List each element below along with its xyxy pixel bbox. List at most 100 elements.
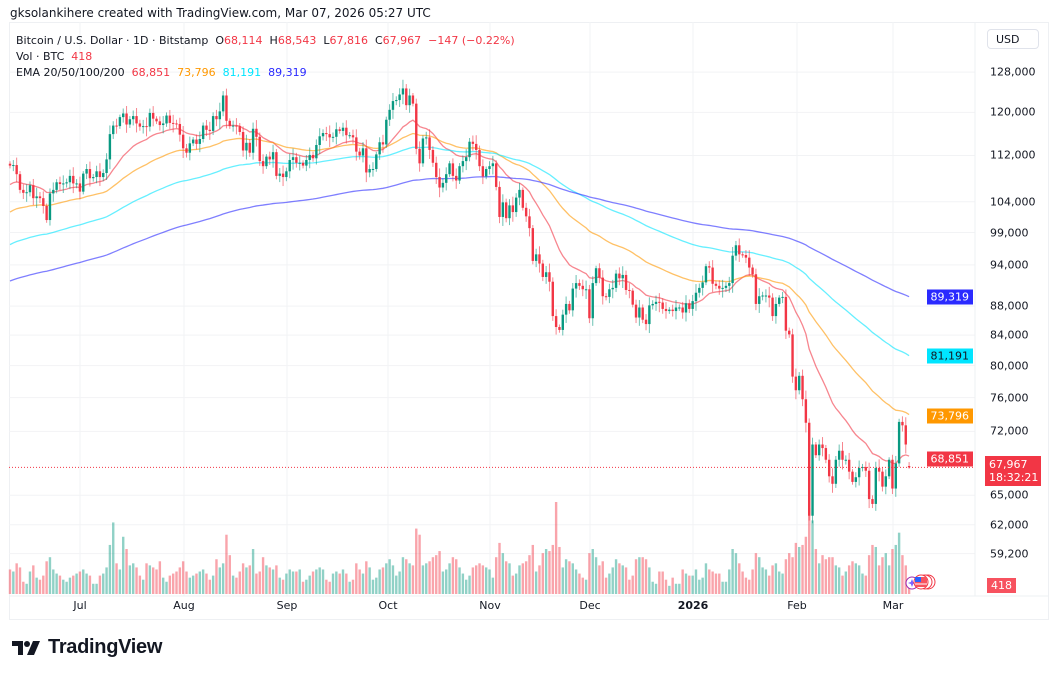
- volume-bar: [571, 563, 574, 594]
- candle: [641, 304, 644, 324]
- volume-bar: [278, 577, 281, 594]
- volume-legend[interactable]: Vol · BTC 418: [16, 50, 92, 63]
- volume-bar: [508, 563, 511, 594]
- candle-body: [55, 182, 58, 190]
- volume-bar: [644, 559, 648, 594]
- volume-bar: [438, 551, 441, 594]
- candle: [748, 250, 751, 276]
- candle: [628, 283, 631, 299]
- candle: [371, 162, 375, 177]
- candle-body: [701, 282, 704, 288]
- candle: [201, 122, 205, 143]
- candle: [395, 96, 398, 106]
- candle: [241, 126, 245, 157]
- price-tick-label: 128,000: [990, 65, 1036, 79]
- volume-bar: [798, 546, 801, 594]
- ema-legend[interactable]: EMA 20/50/100/200 68,851 73,796 81,191 8…: [16, 66, 307, 79]
- candle-body: [108, 134, 112, 160]
- candle: [734, 240, 738, 261]
- candle: [881, 467, 884, 492]
- volume-bar: [748, 579, 751, 594]
- candle-body: [211, 116, 215, 131]
- candle: [295, 152, 298, 168]
- volume-bar: [238, 571, 241, 594]
- volume-bar: [8, 569, 12, 594]
- volume-bar: [191, 575, 195, 594]
- candle-body: [391, 101, 395, 110]
- candle-body: [734, 245, 738, 256]
- candle-body: [258, 136, 261, 162]
- candle: [245, 134, 248, 160]
- candle: [887, 457, 891, 480]
- volume-bar: [578, 573, 581, 594]
- volume-bar: [98, 575, 102, 594]
- candle: [678, 304, 681, 311]
- volume-bar: [801, 544, 804, 594]
- candle-body: [148, 112, 152, 127]
- candle: [788, 327, 791, 338]
- candle: [784, 289, 788, 339]
- candle-body: [22, 189, 25, 193]
- candle: [584, 280, 588, 299]
- candle-body: [338, 129, 341, 131]
- volume-bar: [861, 573, 864, 594]
- candle: [218, 102, 221, 129]
- candle: [351, 129, 355, 144]
- candle-body: [95, 171, 98, 178]
- volume-bar: [301, 581, 305, 594]
- candle: [365, 139, 368, 183]
- volume-bar: [55, 573, 58, 594]
- candle: [185, 143, 188, 158]
- volume-bar: [678, 583, 681, 594]
- candle: [385, 116, 388, 148]
- volume-bar: [45, 561, 48, 594]
- tradingview-logo[interactable]: TradingView: [12, 636, 162, 659]
- price-tick-label: 84,000: [990, 328, 1029, 342]
- volume-bar: [291, 571, 295, 594]
- volume-bar: [794, 542, 798, 594]
- candle-body: [255, 128, 258, 137]
- candle: [271, 144, 275, 168]
- symbol-legend[interactable]: Bitcoin / U.S. Dollar · 1D · Bitstamp O6…: [16, 34, 515, 47]
- candle: [847, 452, 851, 480]
- volume-bar: [588, 553, 591, 594]
- price-tick-label: 104,000: [990, 195, 1036, 209]
- volume-bar: [681, 569, 684, 594]
- volume-bar: [138, 575, 142, 594]
- volume-bar: [751, 569, 754, 594]
- volume-bar: [877, 565, 881, 594]
- chart-frame: [9, 22, 1049, 620]
- volume-bar: [205, 573, 208, 594]
- volume-bar: [808, 508, 811, 594]
- candle: [191, 137, 195, 147]
- candle: [112, 121, 115, 139]
- time-tick-label: Mar: [882, 599, 904, 612]
- candle: [465, 149, 468, 171]
- candle-body: [708, 266, 711, 268]
- candle: [62, 175, 65, 194]
- ema50-value: 73,796: [177, 66, 216, 79]
- volume-bar: [581, 577, 584, 594]
- volume-bar: [25, 583, 28, 594]
- volume-bar: [15, 563, 18, 594]
- volume-bar: [821, 555, 824, 594]
- candle-body: [381, 142, 385, 145]
- ema100-line: [9, 146, 910, 357]
- candle: [814, 442, 818, 458]
- volume-bar: [634, 559, 638, 594]
- candle: [318, 128, 321, 154]
- volume-bar: [611, 567, 614, 594]
- currency-button[interactable]: USD: [987, 29, 1039, 49]
- candle: [897, 418, 901, 467]
- volume-bar: [494, 557, 498, 594]
- candle: [408, 88, 411, 113]
- candle-body: [408, 95, 411, 106]
- candle: [671, 304, 674, 317]
- volume-bar: [758, 557, 761, 594]
- attribution-text: gksolankihere created with TradingView.c…: [10, 6, 431, 20]
- candle-body: [681, 307, 684, 313]
- events-icon[interactable]: [905, 574, 936, 590]
- candle: [504, 198, 508, 223]
- candle: [285, 167, 288, 182]
